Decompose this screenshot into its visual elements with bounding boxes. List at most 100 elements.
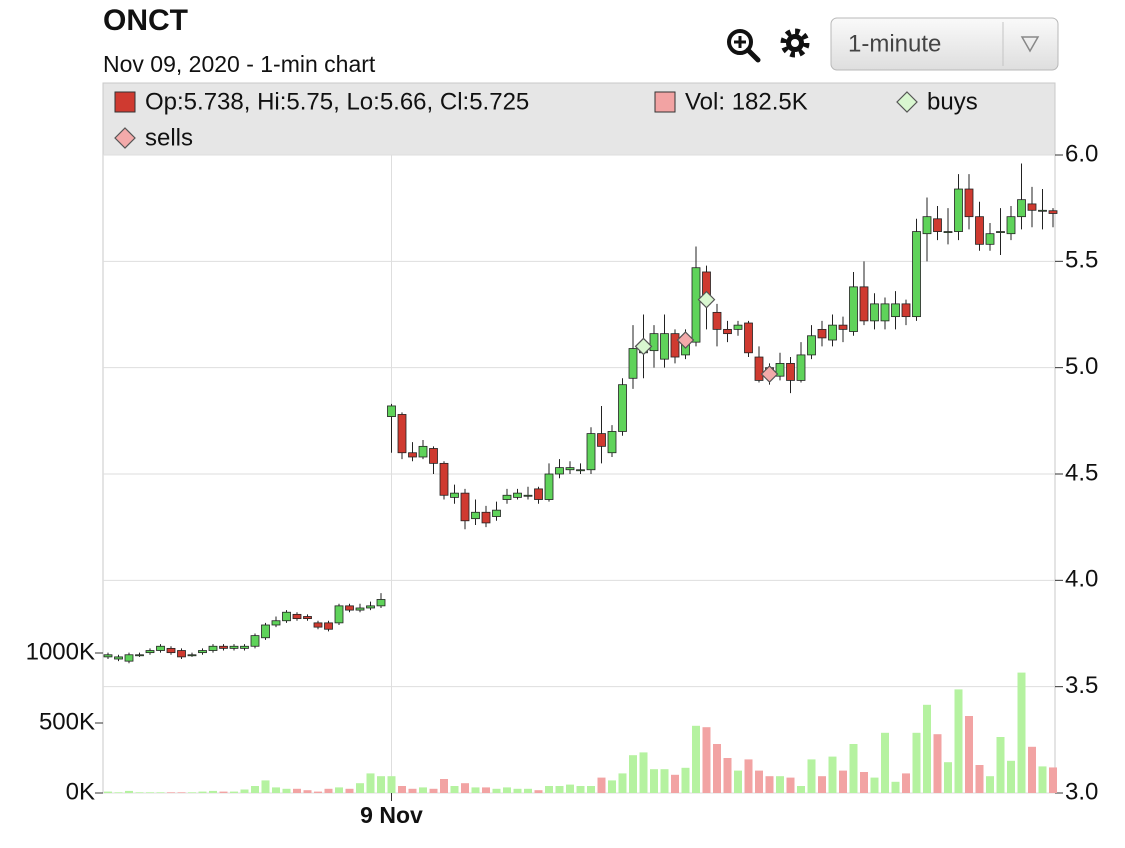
candle-body <box>1027 203 1037 211</box>
legend-swatch <box>654 91 676 113</box>
candle-body <box>838 324 848 330</box>
candle-body <box>1017 199 1026 218</box>
candle-body <box>817 328 827 339</box>
candle-body <box>996 231 1005 233</box>
volume-bar <box>293 788 301 793</box>
volume-bar <box>986 776 994 793</box>
volume-bar <box>534 790 543 793</box>
candle-body <box>271 620 281 626</box>
volume-bar <box>902 773 910 793</box>
volume-bar <box>272 787 280 793</box>
candle-body <box>303 616 312 620</box>
candle-body <box>376 599 386 607</box>
candle-body <box>796 354 806 381</box>
candle-body <box>523 494 533 497</box>
legend-label: Op:5.738, Hi:5.75, Lo:5.66, Cl:5.725 <box>145 88 529 115</box>
volume-bar <box>156 792 165 793</box>
settings-button[interactable] <box>780 28 810 58</box>
candle-body <box>849 286 858 332</box>
chart-title: ONCT <box>103 4 188 37</box>
interval-label: 1-minute <box>848 30 941 57</box>
candle-body <box>586 433 596 471</box>
volume-bar <box>104 791 112 793</box>
candle-body <box>492 509 501 517</box>
candle-body <box>954 188 963 232</box>
volume-bar <box>587 785 595 793</box>
volume-bar <box>177 792 186 793</box>
volume-bar <box>471 787 480 793</box>
volume-bar <box>398 785 406 793</box>
candle-body <box>733 324 743 330</box>
volume-bar <box>797 785 805 793</box>
volume-bar <box>965 715 973 793</box>
candle-body <box>397 414 407 454</box>
legend-label: sells <box>145 124 193 151</box>
volume-bar <box>849 743 858 793</box>
volume-bar <box>219 791 228 793</box>
candle-body <box>219 645 228 649</box>
volume-bar <box>366 773 375 793</box>
volume-bar <box>261 780 270 793</box>
candle-body <box>555 467 564 475</box>
candle-body <box>460 492 470 522</box>
candle-body <box>754 356 764 381</box>
candle-body <box>1038 209 1047 212</box>
candle-body <box>922 216 932 235</box>
candle-body <box>229 645 239 649</box>
candle-body <box>964 188 974 218</box>
volume-bar <box>618 773 627 793</box>
volume-bar <box>198 791 207 793</box>
volume-bar <box>933 734 942 793</box>
chart-subtitle: Nov 09, 2020 - 1-min chart <box>103 51 376 77</box>
candle-body <box>313 622 323 628</box>
candle-body <box>660 333 669 360</box>
volume-bar <box>513 788 522 793</box>
candle-body <box>870 303 879 322</box>
candle-body <box>565 467 575 471</box>
volume-bar <box>608 780 616 793</box>
volume-tick-label: 1000K <box>26 638 95 665</box>
candle-body <box>628 348 638 379</box>
volume-bar <box>1028 746 1036 793</box>
legend-swatch <box>114 91 136 113</box>
zoom-button[interactable] <box>727 29 761 63</box>
candle-body <box>1048 210 1058 214</box>
volume-bar <box>356 783 364 793</box>
volume-bar <box>734 770 742 793</box>
volume-bar <box>860 771 868 793</box>
candle-body <box>891 303 900 318</box>
candle-body <box>670 333 680 358</box>
interval-dropdown[interactable]: 1-minute <box>830 17 1059 71</box>
volume-bar <box>545 785 553 793</box>
volume-bar <box>839 770 847 793</box>
volume-bar <box>482 787 490 793</box>
volume-bar <box>429 788 438 793</box>
volume-bar <box>524 788 532 793</box>
legend-marker <box>896 91 918 113</box>
volume-bar <box>345 788 354 793</box>
y-tick-label: 3.0 <box>1065 778 1098 805</box>
volume-tick-label: 0K <box>66 778 95 805</box>
y-tick-label: 4.0 <box>1065 566 1098 593</box>
candle-body <box>198 650 207 654</box>
legend-label: Vol: 182.5K <box>685 88 808 115</box>
volume-bar <box>713 743 721 793</box>
candle-body <box>439 462 449 496</box>
candle-body <box>250 635 260 647</box>
volume-bar <box>807 759 816 793</box>
x-tick-label: 9 Nov <box>360 802 423 828</box>
volume-tick-label: 500K <box>39 708 95 735</box>
volume-bar <box>240 789 249 793</box>
candle-body <box>334 605 344 624</box>
volume-bar <box>975 764 984 793</box>
candle-body <box>418 445 428 458</box>
candle-body <box>691 267 701 343</box>
volume-bar <box>576 785 585 793</box>
candle-body <box>261 624 270 639</box>
volume-bar <box>954 689 963 793</box>
candle-body <box>135 654 144 657</box>
candle-body <box>649 333 659 352</box>
volume-bar <box>681 767 690 793</box>
volume-bar <box>450 785 459 793</box>
